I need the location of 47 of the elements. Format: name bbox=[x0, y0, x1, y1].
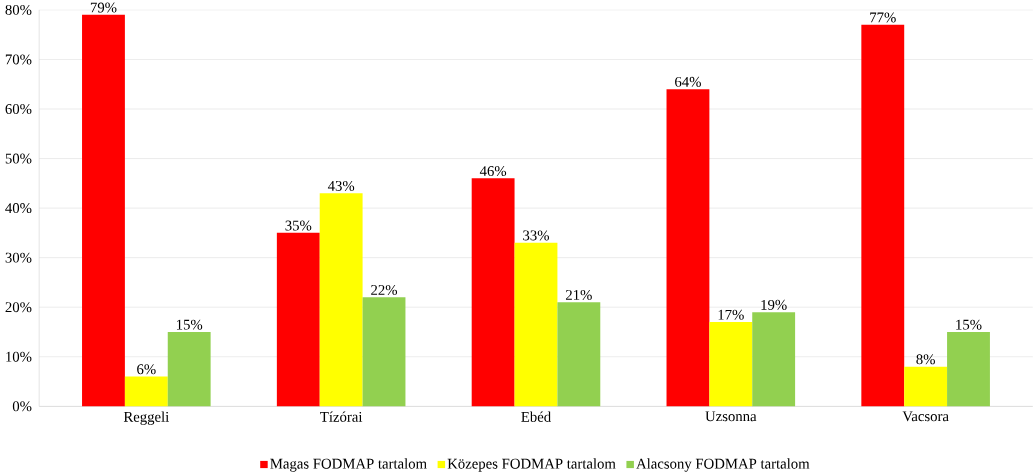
bar bbox=[471, 178, 515, 407]
x-tick-label: Reggeli bbox=[123, 411, 169, 425]
x-tick-label: Ebéd bbox=[521, 411, 551, 422]
legend-label: Közepes FODMAP tartalom bbox=[447, 458, 616, 472]
y-tick-label: 10% bbox=[6, 351, 32, 362]
data-label: 33% bbox=[523, 230, 549, 241]
x-tick-label: Tízórai bbox=[320, 411, 363, 422]
bar bbox=[752, 312, 796, 407]
bar bbox=[557, 302, 601, 407]
legend-label: Magas FODMAP tartalom bbox=[270, 458, 427, 472]
data-label: 8% bbox=[916, 354, 935, 365]
bar bbox=[861, 24, 905, 407]
data-label: 79% bbox=[90, 2, 117, 13]
y-tick-label: 60% bbox=[5, 104, 32, 115]
data-label: 46% bbox=[479, 166, 507, 177]
bar bbox=[709, 322, 753, 407]
bar bbox=[82, 14, 125, 407]
y-tick-label: 50% bbox=[5, 153, 32, 164]
bar bbox=[514, 242, 558, 407]
bar bbox=[904, 366, 948, 407]
data-label: 19% bbox=[761, 299, 787, 310]
data-label: 35% bbox=[285, 220, 312, 231]
legend-label: Alacsony FODMAP tartalom bbox=[636, 458, 810, 472]
data-label: 22% bbox=[371, 285, 398, 296]
y-tick-label: 70% bbox=[5, 54, 32, 65]
bar bbox=[276, 232, 320, 407]
data-label: 64% bbox=[675, 76, 701, 87]
bar bbox=[947, 332, 990, 407]
bar bbox=[362, 297, 406, 407]
y-tick-label: 80% bbox=[5, 4, 32, 15]
data-label: 6% bbox=[137, 364, 156, 375]
data-label: 17% bbox=[718, 309, 744, 320]
y-tick-label: 40% bbox=[5, 203, 32, 214]
y-tick-label: 30% bbox=[5, 252, 32, 263]
x-tick-label: Uzsonna bbox=[705, 411, 757, 422]
data-label: 15% bbox=[956, 319, 982, 330]
y-tick-label: 0% bbox=[12, 401, 32, 412]
bar bbox=[124, 376, 168, 407]
bar bbox=[666, 89, 710, 407]
bar bbox=[167, 332, 211, 407]
y-tick-label: 20% bbox=[5, 302, 32, 313]
data-label: 21% bbox=[565, 289, 592, 300]
data-label: 43% bbox=[327, 180, 355, 191]
data-label: 15% bbox=[176, 319, 203, 330]
data-label: 77% bbox=[870, 12, 896, 23]
bar bbox=[319, 193, 363, 407]
x-tick-label: Vacsora bbox=[902, 411, 949, 422]
